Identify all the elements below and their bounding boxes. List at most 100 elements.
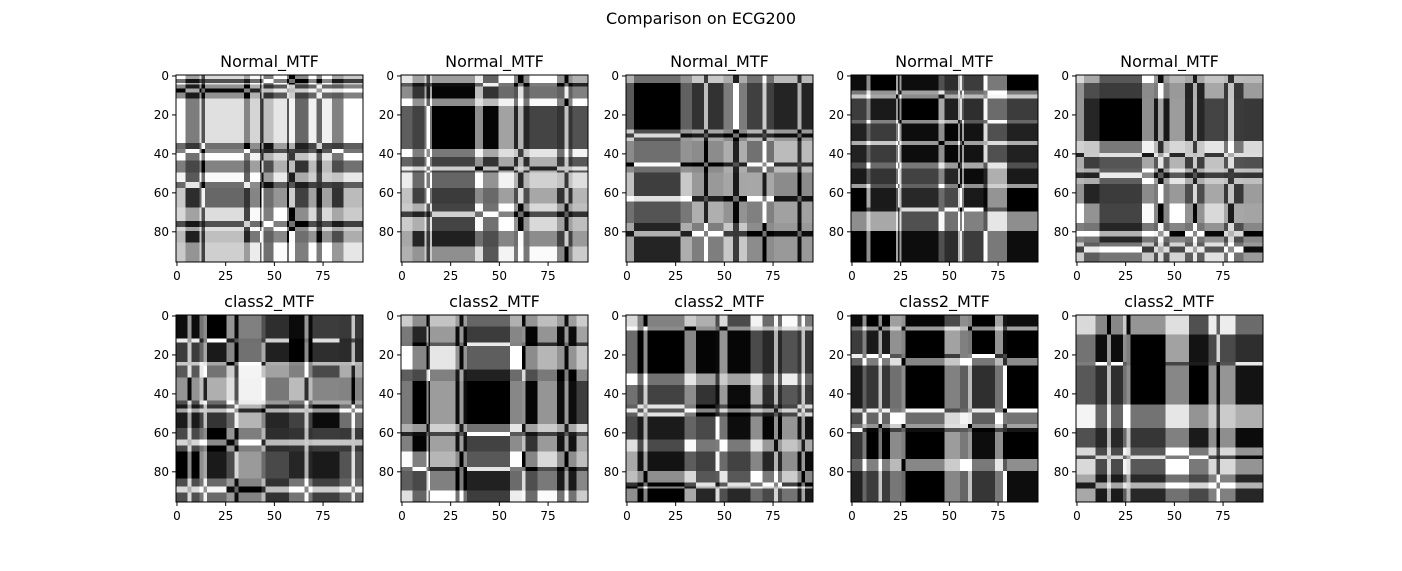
heatmap-cell <box>322 246 333 249</box>
heatmap-cell <box>273 230 288 234</box>
heatmap-cell <box>523 223 530 226</box>
heatmap-cell <box>680 193 693 197</box>
heatmap-cell <box>412 203 425 206</box>
heatmap-cell <box>176 172 187 175</box>
heatmap-cell <box>185 133 200 136</box>
heatmap-cell <box>517 86 525 89</box>
heatmap-cell <box>185 215 200 218</box>
heatmap-cell <box>432 86 476 89</box>
heatmap-cell <box>273 131 288 134</box>
heatmap-cell <box>259 186 263 189</box>
heatmap-cell <box>273 88 288 91</box>
heatmap-cell <box>703 164 709 167</box>
heatmap-cell <box>766 164 775 167</box>
heatmap-cell <box>261 110 264 113</box>
heatmap-cell <box>529 158 558 162</box>
heatmap-cell <box>703 230 709 234</box>
heatmap-cell <box>692 232 705 236</box>
heatmap-cell <box>746 232 763 236</box>
heatmap-cell <box>263 176 274 179</box>
heatmap-cell <box>680 228 693 232</box>
heatmap-cell <box>308 117 317 121</box>
heatmap-cell <box>199 211 202 214</box>
heatmap-cell <box>244 145 251 148</box>
heatmap-cell <box>762 113 767 117</box>
heatmap-cell <box>316 260 323 263</box>
heatmap-cell <box>201 121 206 124</box>
heatmap-cell <box>343 78 364 82</box>
heatmap-cell <box>261 92 264 95</box>
heatmap-cell <box>308 226 317 230</box>
heatmap-cell <box>308 76 317 80</box>
heatmap-cell <box>556 223 565 226</box>
heatmap-cell <box>762 260 767 263</box>
heatmap-cell <box>343 115 364 119</box>
heatmap-cell <box>568 75 573 78</box>
heatmap-cell <box>331 226 344 230</box>
heatmap-cell <box>412 223 425 226</box>
heatmap-cell <box>331 80 344 84</box>
heatmap-cell <box>498 86 515 89</box>
heatmap-cell <box>201 86 206 89</box>
heatmap-cell <box>801 113 814 117</box>
heatmap-cell <box>762 246 767 249</box>
heatmap-cell <box>482 182 499 185</box>
heatmap-cell <box>263 258 274 261</box>
heatmap-cell <box>263 203 274 206</box>
heatmap-cell <box>746 197 763 200</box>
heatmap-cell <box>738 88 748 91</box>
heatmap-cell <box>401 160 413 163</box>
heatmap-cell <box>633 112 681 115</box>
heatmap-cell <box>426 176 431 179</box>
heatmap-cell <box>568 110 573 113</box>
heatmap-cell <box>692 242 705 245</box>
heatmap-cell <box>199 127 202 130</box>
heatmap-cell <box>331 110 344 113</box>
heatmap-cell <box>288 187 296 191</box>
heatmap-cell <box>331 252 344 255</box>
heatmap-cell <box>430 166 433 169</box>
heatmap-cell <box>680 164 693 167</box>
heatmap-cell <box>680 226 693 230</box>
heatmap-cell <box>401 224 413 228</box>
heatmap-cell <box>762 228 767 232</box>
heatmap-cell <box>626 193 635 197</box>
heatmap-cell <box>797 168 802 171</box>
heatmap-cell <box>707 160 724 163</box>
heatmap-cell <box>703 238 709 241</box>
heatmap-cell <box>738 108 748 111</box>
heatmap-cell <box>797 178 802 181</box>
heatmap-cell <box>498 96 515 99</box>
heatmap-cell <box>426 129 431 132</box>
heatmap-cell <box>556 150 565 154</box>
heatmap-cell <box>564 182 569 185</box>
heatmap-cell <box>244 125 251 128</box>
heatmap-cell <box>564 223 569 226</box>
heatmap-cell <box>556 254 565 257</box>
heatmap-cell <box>475 228 484 232</box>
heatmap-cell <box>762 135 767 138</box>
heatmap-cell <box>244 224 251 228</box>
heatmap-cell <box>513 80 519 84</box>
heatmap-cell <box>331 199 344 202</box>
heatmap-cell <box>343 162 364 165</box>
heatmap-cell <box>692 234 705 237</box>
heatmap-cell <box>529 96 558 99</box>
heatmap-cell <box>733 90 740 93</box>
heatmap-cell <box>482 121 499 124</box>
heatmap-cell <box>568 232 573 236</box>
heatmap-cell <box>517 133 525 136</box>
heatmap-cell <box>259 121 263 124</box>
heatmap-cell <box>294 230 309 234</box>
heatmap-cell <box>287 199 290 202</box>
heatmap-cell <box>482 260 499 263</box>
heatmap-cell <box>572 150 589 154</box>
heatmap-cell <box>176 108 187 111</box>
heatmap-cell <box>707 221 724 224</box>
heatmap-cell <box>801 178 814 181</box>
heatmap-cell <box>259 234 263 237</box>
heatmap-cell <box>401 250 413 253</box>
heatmap-cell <box>287 106 290 109</box>
heatmap-cell <box>244 139 251 142</box>
heatmap-cell <box>523 258 530 261</box>
